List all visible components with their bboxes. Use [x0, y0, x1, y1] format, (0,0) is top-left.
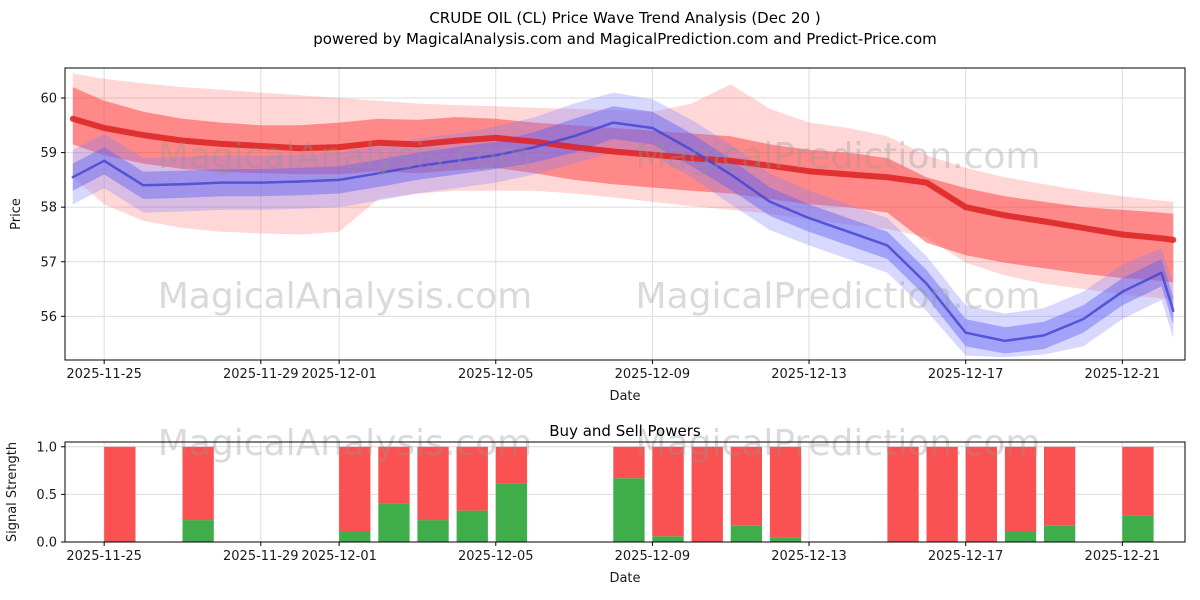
sell-power-bar — [926, 446, 958, 542]
buy-power-bar — [182, 520, 214, 542]
y-tick-label: 1.0 — [36, 440, 57, 455]
buy-power-bar — [1004, 531, 1037, 542]
y-axis-label: Price — [9, 198, 24, 230]
chart-subtitle: powered by MagicalAnalysis.com and Magic… — [313, 30, 937, 48]
watermark-text: MagicalAnalysis.com — [158, 423, 532, 464]
watermark-text: MagicalPrediction.com — [636, 276, 1041, 317]
buy-power-bar — [417, 520, 449, 542]
x-tick-label: 2025-12-21 — [1085, 549, 1161, 564]
sell-power-bar — [104, 446, 136, 542]
buy-power-bar — [495, 483, 528, 542]
buy-power-bar — [378, 503, 410, 542]
x-tick-label: 2025-12-09 — [615, 367, 691, 382]
axes-frame — [64, 441, 1186, 543]
watermark-text: MagicalAnalysis.com — [158, 136, 532, 177]
buy-power-bar — [730, 525, 762, 542]
y-tick-label: 0.5 — [36, 488, 57, 503]
sell-power-bar — [691, 446, 723, 542]
sell-power-bar — [887, 446, 919, 542]
sell-power-bar — [613, 446, 645, 479]
sell-power-bar — [1004, 446, 1037, 532]
red-wave-center-line — [69, 115, 1177, 243]
x-tick-label: 2025-12-01 — [301, 367, 377, 382]
y-tick-label: 57 — [40, 255, 57, 270]
sell-power-bar — [652, 446, 684, 537]
x-tick-label: 2025-12-05 — [458, 549, 534, 564]
watermark-text: MagicalPrediction.com — [636, 136, 1041, 177]
buy-power-bar — [1122, 515, 1154, 542]
x-tick-label: 2025-12-17 — [928, 549, 1004, 564]
x-tick-label: 2025-12-09 — [615, 549, 691, 564]
blue-wave-inner-band — [72, 106, 1174, 354]
x-tick-label: 2025-12-05 — [458, 367, 534, 382]
sell-power-bar — [769, 446, 802, 538]
buy-sell-powers-chart: MagicalAnalysis.com MagicalPrediction.com… — [5, 422, 1186, 586]
x-tick-label: 2025-11-25 — [66, 367, 142, 382]
blue-wave-outer-band — [72, 92, 1174, 358]
sell-power-bar — [182, 446, 214, 521]
watermark-text: MagicalPrediction.com — [636, 423, 1041, 464]
y-tick-label: 0.0 — [36, 536, 57, 551]
x-tick-label: 2025-12-21 — [1085, 367, 1161, 382]
x-tick-label: 2025-12-13 — [771, 367, 847, 382]
sell-power-bar — [339, 446, 371, 532]
buy-power-bar — [1044, 525, 1076, 542]
blue-wave-center-line — [71, 121, 1175, 343]
watermark-text: MagicalAnalysis.com — [158, 276, 532, 317]
buy-power-bar — [339, 531, 371, 542]
y-tick-label: 60 — [40, 92, 57, 107]
x-tick-label: 2025-11-29 — [223, 549, 299, 564]
x-tick-label: 2025-11-29 — [223, 367, 299, 382]
axes-frame — [64, 67, 1186, 361]
price-wave-chart: MagicalAnalysis.com MagicalPrediction.com… — [9, 67, 1186, 404]
x-axis-label: Date — [609, 389, 640, 404]
sell-power-bar — [378, 446, 410, 504]
x-tick-label: 2025-12-13 — [771, 549, 847, 564]
x-tick-label: 2025-12-17 — [928, 367, 1004, 382]
y-axis-label: Signal Strength — [5, 442, 20, 542]
y-tick-label: 59 — [40, 146, 57, 161]
buy-power-bar — [769, 537, 802, 542]
subchart-title: Buy and Sell Powers — [549, 422, 701, 440]
x-tick-label: 2025-12-01 — [301, 549, 377, 564]
red-wave-inner-band — [72, 87, 1174, 283]
sell-power-bar — [965, 446, 997, 542]
buy-power-bar — [456, 510, 488, 542]
x-axis-label: Date — [609, 571, 640, 586]
sell-power-bar — [456, 446, 488, 511]
sell-power-bar — [730, 446, 762, 526]
chart-title: CRUDE OIL (CL) Price Wave Trend Analysis… — [429, 9, 821, 27]
sell-power-bar — [1044, 446, 1076, 526]
sell-power-bar — [417, 446, 449, 521]
buy-power-bar — [613, 478, 645, 542]
y-tick-label: 56 — [40, 310, 57, 325]
sell-power-bar — [1122, 446, 1154, 516]
buy-power-bar — [652, 536, 684, 542]
x-tick-label: 2025-11-25 — [66, 549, 142, 564]
sell-power-bar — [495, 446, 528, 484]
y-tick-label: 58 — [40, 201, 57, 216]
